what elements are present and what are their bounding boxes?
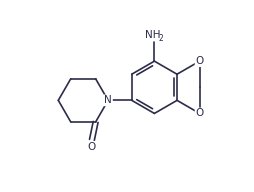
Text: O: O [196, 56, 204, 66]
Text: O: O [88, 142, 96, 152]
Text: N: N [104, 95, 112, 105]
Text: NH: NH [145, 31, 161, 41]
Text: 2: 2 [159, 34, 164, 43]
Text: O: O [196, 108, 204, 118]
